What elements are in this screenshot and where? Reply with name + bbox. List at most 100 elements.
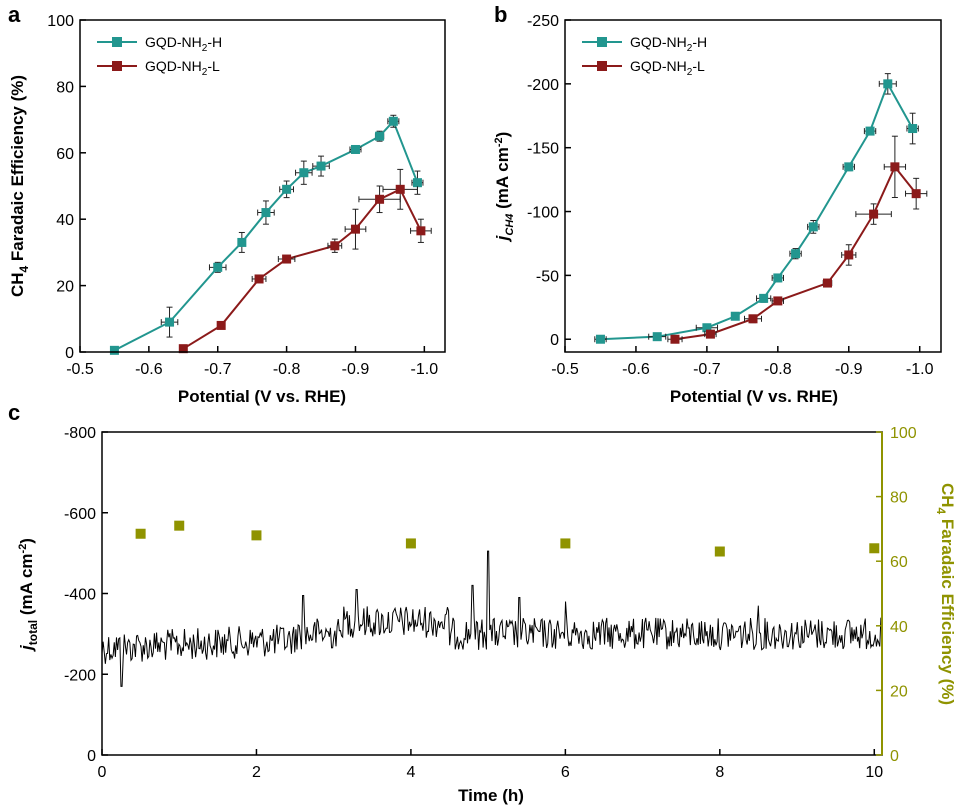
panel-a-series-0-point bbox=[165, 317, 175, 327]
panel-c-y-title-sup: -2 bbox=[17, 544, 29, 554]
panel-a-series-0-point bbox=[375, 131, 385, 141]
panel-c-y-title-sub: total bbox=[26, 620, 40, 645]
panel-b-series-0-point bbox=[730, 311, 740, 321]
panel-c-fe-point bbox=[869, 543, 880, 554]
panel-a-series-0-line bbox=[113, 119, 419, 352]
panel-c-x-tick-label: 6 bbox=[561, 764, 570, 781]
panel-c-letter: c bbox=[8, 400, 20, 425]
panel-c-x-tick-label: 2 bbox=[252, 764, 261, 781]
panel-b-x-axis-title: Potential (V vs. RHE) bbox=[670, 387, 838, 406]
panel-a-legend: GQD-NH2-H GQD-NH2-L bbox=[97, 34, 222, 78]
panel-a-y-axis-title: CH4 Faradaic Efficiency (%) bbox=[8, 75, 31, 297]
legend-name-rest: -H bbox=[692, 34, 707, 50]
panel-c-y2-title-rest: Faradaic Efficiency (%) bbox=[938, 514, 957, 705]
panel-b-y-title-sup: -2 bbox=[493, 137, 505, 147]
panel-a-x-tick-label: -0.9 bbox=[342, 361, 370, 378]
panel-c-y2-tick-label: 20 bbox=[890, 683, 908, 700]
panel-a-series-1-point bbox=[254, 274, 264, 284]
panel-a-y-title-sub: 4 bbox=[17, 265, 31, 272]
panel-b-series-1-point bbox=[869, 209, 879, 219]
panel-a-y-tick-label: 60 bbox=[56, 146, 74, 163]
panel-a-series-0-point bbox=[316, 161, 326, 171]
panel-a-series-0-point bbox=[109, 345, 119, 355]
panel-a-series-1-point bbox=[395, 184, 405, 194]
panel-b-series-0-point bbox=[865, 126, 875, 136]
panel-c-x-ticks: 0 2 4 6 8 10 bbox=[98, 749, 883, 781]
panel-b-y-title-end: ) bbox=[493, 132, 512, 138]
panel-b-letter: b bbox=[494, 2, 507, 27]
legend-name-rest: -L bbox=[207, 58, 220, 74]
panel-b-series-0-point bbox=[883, 79, 893, 89]
panel-b-series-1-point bbox=[890, 162, 900, 172]
panel-a-y-tick-label: 0 bbox=[65, 345, 74, 362]
panel-b-y-tick-label: -150 bbox=[527, 141, 559, 158]
panel-a-x-tick-label: -0.6 bbox=[135, 361, 163, 378]
panel-a-series-1-point bbox=[375, 194, 385, 204]
panel-a-series-1-point bbox=[330, 241, 340, 251]
panel-b-x-tick-label: -0.5 bbox=[551, 361, 579, 378]
panel-b-legend-marker-l bbox=[597, 61, 607, 71]
panel-c-y-tick-label: -600 bbox=[64, 506, 96, 523]
panel-a-legend-marker-h bbox=[112, 37, 122, 47]
panel-b-series-0-point bbox=[808, 222, 818, 232]
panel-a: a -0.5 -0.6 -0.7 -0.8 -0.9 -1.0 020406080100 … bbox=[8, 2, 446, 406]
panel-a-frame bbox=[79, 19, 446, 353]
panel-c-marks bbox=[101, 520, 883, 687]
panel-b-x-ticks: -0.5 -0.6 -0.7 -0.8 -0.9 -1.0 bbox=[551, 346, 934, 378]
panel-a-legend-label-l: GQD-NH2-L bbox=[145, 58, 220, 78]
panel-b-series-0-point bbox=[908, 124, 918, 134]
panel-a-y-title-rest: Faradaic Efficiency (%) bbox=[8, 75, 27, 266]
panel-b-y-tick-label: -50 bbox=[536, 268, 559, 285]
legend-name-sub: 2 bbox=[202, 67, 208, 78]
panel-a-y-tick-label: 100 bbox=[47, 13, 74, 30]
panel-b-marks bbox=[594, 73, 928, 344]
panel-b-y-ticks: 0 -50 -100 -150 -200 -250 bbox=[527, 13, 571, 349]
panel-b-series-0-point bbox=[702, 323, 712, 333]
panel-b-y-title-rest: (mA cm bbox=[493, 147, 512, 213]
panel-b-series-1-point bbox=[911, 189, 921, 199]
panel-a-x-axis-title: Potential (V vs. RHE) bbox=[178, 387, 346, 406]
panel-b-legend-label-h: GQD-NH2-H bbox=[630, 34, 707, 54]
panel-a-series-0-point bbox=[412, 178, 422, 188]
panel-c: c 0 2 4 6 8 10 0 -200 -400 -600 -800 0 20 40 60 80 100… bbox=[8, 400, 957, 805]
panel-a-series-1-point bbox=[416, 226, 426, 236]
panel-b-series-1-point bbox=[670, 334, 680, 344]
panel-b-frame bbox=[564, 19, 942, 353]
panel-b-x-tick-label: -0.9 bbox=[835, 361, 863, 378]
legend-name-main: GQD-NH bbox=[145, 58, 202, 74]
panel-c-fe-point bbox=[714, 546, 725, 557]
panel-c-right-axis bbox=[881, 432, 883, 755]
panel-c-y2-tick-label: 100 bbox=[890, 425, 917, 442]
panel-c-y-ticks: 0 -200 -400 -600 -800 bbox=[64, 425, 108, 765]
legend-name-rest: -H bbox=[207, 34, 222, 50]
panel-b-series-0-point bbox=[773, 273, 783, 283]
panel-c-frame bbox=[101, 431, 883, 756]
panel-c-y-tick-label: -200 bbox=[64, 667, 96, 684]
panel-a-legend-item-h: GQD-NH2-H bbox=[97, 34, 222, 54]
panel-a-series-0-point bbox=[213, 262, 223, 272]
panel-c-y2-ticks: 0 20 40 60 80 100 bbox=[876, 425, 917, 765]
panel-a-marks bbox=[109, 114, 432, 355]
panel-b-series-0-point bbox=[844, 162, 854, 172]
panel-a-series-1-point bbox=[282, 254, 292, 264]
panel-b-x-tick-label: -0.6 bbox=[622, 361, 650, 378]
panel-c-fe-point bbox=[135, 528, 146, 539]
panel-a-x-tick-label: -0.5 bbox=[66, 361, 94, 378]
panel-c-y-tick-label: -400 bbox=[64, 587, 96, 604]
panel-c-y-tick-label: -800 bbox=[64, 425, 96, 442]
panel-b-y-tick-label: -100 bbox=[527, 205, 559, 222]
panel-a-legend-label-h: GQD-NH2-H bbox=[145, 34, 222, 54]
panel-a-y-ticks: 0 20 40 60 80 100 bbox=[47, 13, 86, 362]
panel-a-series-0-point bbox=[388, 116, 398, 126]
panel-c-y2-tick-label: 0 bbox=[890, 748, 899, 765]
panel-c-fe-point bbox=[560, 538, 571, 549]
panel-b-x-tick-label: -0.8 bbox=[764, 361, 792, 378]
panel-c-y-axis-title: jtotal (mA cm-2) bbox=[17, 538, 40, 652]
panel-c-x-tick-label: 10 bbox=[865, 764, 883, 781]
legend-name-main: GQD-NH bbox=[145, 34, 202, 50]
legend-name-main: GQD-NH bbox=[630, 34, 687, 50]
panel-b-series-1-point bbox=[822, 278, 832, 288]
panel-c-y-title-main: j bbox=[17, 644, 36, 652]
panel-a-y-tick-label: 40 bbox=[56, 212, 74, 229]
